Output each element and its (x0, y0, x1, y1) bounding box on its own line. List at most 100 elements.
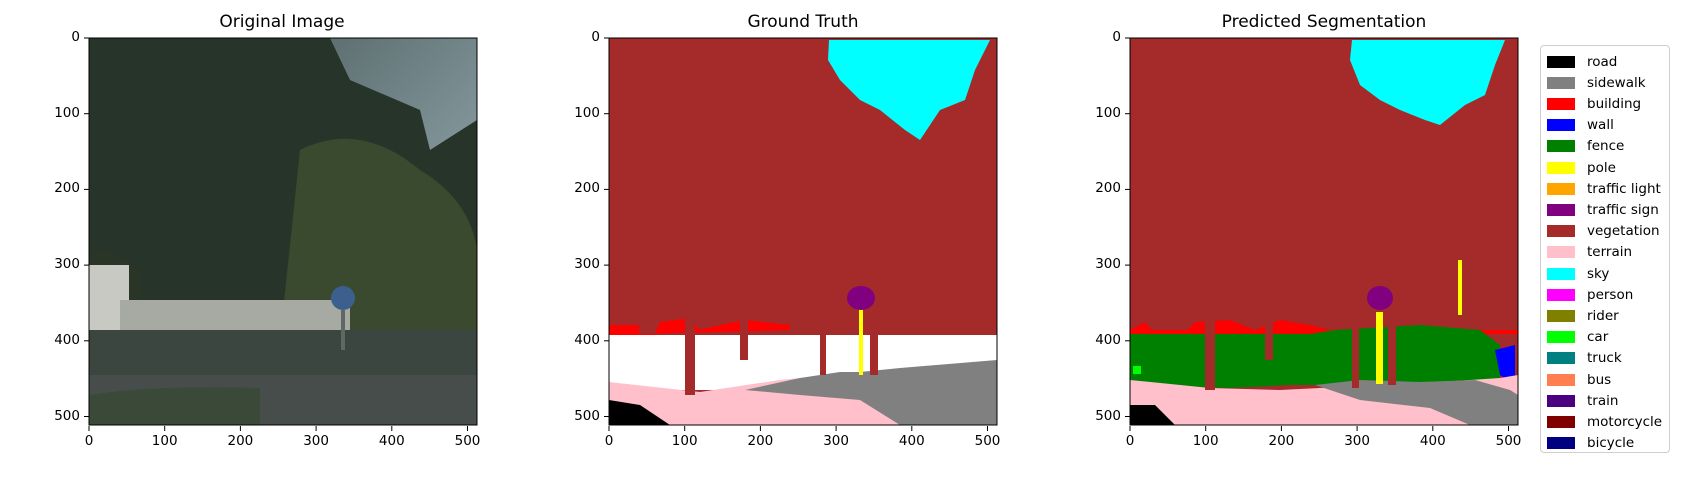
x-tick-label: 300 (1344, 433, 1370, 449)
legend-swatch (1547, 76, 1575, 89)
y-tick-label: 200 (574, 180, 600, 197)
legend-item: sky (1547, 263, 1609, 284)
legend-label: wall (1587, 117, 1614, 134)
panel-title-original: Original Image (219, 12, 345, 32)
axes-frame-ground-truth (608, 37, 998, 426)
x-tick-label: 200 (1268, 433, 1295, 449)
legend-label: bus (1587, 371, 1612, 388)
legend-swatch (1547, 373, 1575, 386)
legend-swatch (1547, 140, 1575, 153)
legend-label: bicycle (1587, 435, 1635, 452)
x-tick-label: 400 (378, 433, 405, 449)
original-image (89, 38, 477, 425)
legend-swatch (1547, 182, 1575, 195)
x-tick-label: 100 (1192, 433, 1219, 449)
legend-item: pole (1547, 157, 1616, 178)
legend-item: traffic light (1547, 178, 1661, 199)
legend-swatch (1547, 309, 1575, 322)
ground-truth-mask (609, 38, 997, 425)
legend-label: sky (1587, 265, 1610, 282)
legend-label: sidewalk (1587, 74, 1646, 91)
y-tick-label: 200 (54, 180, 80, 197)
panel-title-predicted: Predicted Segmentation (1221, 12, 1427, 32)
legend-label: traffic light (1587, 180, 1661, 197)
y-tick-label: 100 (574, 104, 600, 121)
legend-label: building (1587, 95, 1642, 112)
y-tick-label: 300 (1095, 256, 1121, 273)
x-tick-label: 0 (604, 433, 614, 449)
legend-swatch (1547, 331, 1575, 344)
panel-title-ground-truth: Ground Truth (747, 12, 859, 32)
legend-label: truck (1587, 350, 1622, 367)
legend-swatch (1547, 55, 1575, 68)
axes-frame-predicted (1129, 37, 1519, 426)
y-tick-label: 400 (54, 331, 80, 348)
legend-swatch (1547, 267, 1575, 280)
y-tick-label: 0 (591, 29, 600, 45)
legend-swatch (1547, 246, 1575, 259)
y-tick-label: 0 (71, 29, 80, 45)
legend-label: pole (1587, 159, 1616, 176)
x-tick-label: 0 (1125, 433, 1135, 449)
legend-label: vegetation (1587, 223, 1660, 240)
legend-item: road (1547, 51, 1617, 72)
y-tick-label: 100 (1095, 104, 1121, 121)
legend-item: sidewalk (1547, 72, 1646, 93)
legend-swatch (1547, 119, 1575, 132)
y-tick-label: 200 (1095, 180, 1121, 197)
x-tick-label: 0 (84, 433, 94, 449)
legend-item: wall (1547, 115, 1614, 136)
legend-swatch (1547, 225, 1575, 238)
legend-item: terrain (1547, 242, 1632, 263)
legend: road sidewalk building wall fence pole traffic… (1540, 45, 1670, 453)
x-tick-label: 200 (747, 433, 774, 449)
legend-item: truck (1547, 348, 1622, 369)
legend-swatch (1547, 97, 1575, 110)
y-tick-label: 400 (1095, 331, 1121, 348)
x-tick-label: 200 (227, 433, 254, 449)
x-tick-label: 400 (898, 433, 925, 449)
legend-swatch (1547, 437, 1575, 450)
x-tick-label: 500 (974, 433, 1001, 449)
legend-label: motorcycle (1587, 413, 1663, 430)
y-tick-label: 500 (1095, 407, 1121, 424)
y-tick-label: 500 (54, 407, 80, 424)
legend-item: bus (1547, 369, 1611, 390)
legend-item: traffic sign (1547, 199, 1659, 220)
legend-label: fence (1587, 138, 1625, 155)
x-tick-label: 400 (1419, 433, 1446, 449)
legend-item: person (1547, 284, 1633, 305)
legend-label: train (1587, 392, 1619, 409)
legend-swatch (1547, 203, 1575, 216)
y-tick-label: 300 (54, 256, 80, 273)
axes-frame-original (88, 37, 478, 426)
x-tick-label: 100 (151, 433, 178, 449)
legend-swatch (1547, 288, 1575, 301)
tick-marks (84, 37, 1509, 431)
legend-item: fence (1547, 136, 1624, 157)
legend-item: bicycle (1547, 433, 1634, 454)
legend-swatch (1547, 415, 1575, 428)
legend-label: car (1587, 329, 1609, 346)
legend-item: train (1547, 390, 1618, 411)
legend-item: car (1547, 327, 1608, 348)
legend-item: building (1547, 93, 1641, 114)
x-tick-label: 100 (671, 433, 698, 449)
y-tick-label: 100 (54, 104, 80, 121)
legend-item: motorcycle (1547, 411, 1662, 432)
x-tick-label: 500 (454, 433, 481, 449)
y-tick-label: 300 (574, 256, 600, 273)
legend-label: traffic sign (1587, 201, 1659, 218)
y-tick-label: 0 (1112, 29, 1121, 45)
legend-swatch (1547, 352, 1575, 365)
legend-label: road (1587, 53, 1618, 70)
predicted-mask (1130, 38, 1518, 425)
legend-label: terrain (1587, 244, 1633, 261)
y-tick-label: 400 (574, 331, 600, 348)
legend-item: rider (1547, 305, 1619, 326)
x-tick-label: 300 (303, 433, 329, 449)
legend-swatch (1547, 394, 1575, 407)
x-tick-label: 300 (823, 433, 849, 449)
legend-label: person (1587, 286, 1634, 303)
